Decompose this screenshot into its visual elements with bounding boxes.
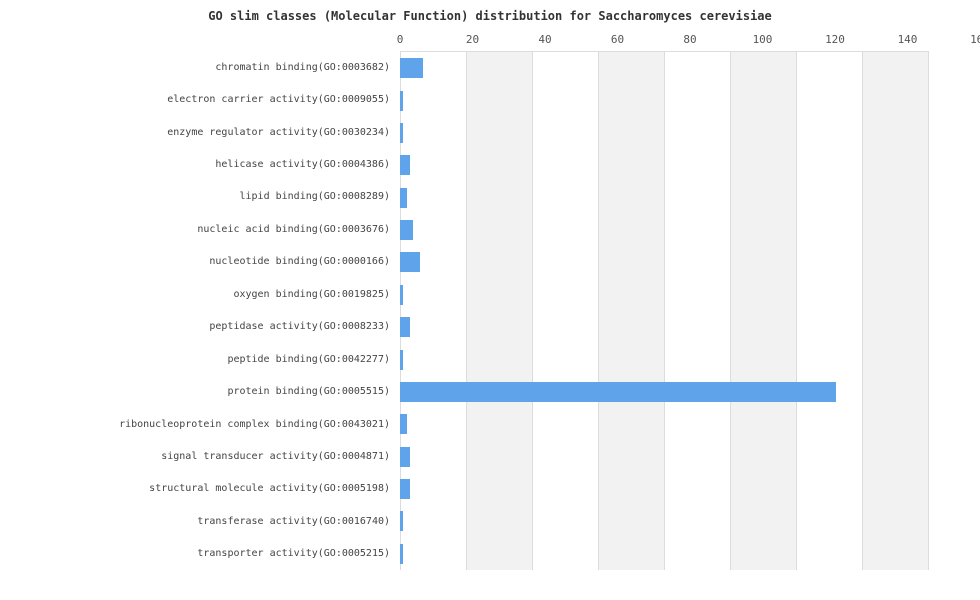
- bar-row: [400, 52, 928, 84]
- category-label: lipid binding(GO:0008289): [239, 191, 390, 203]
- x-tick-label: 160: [970, 33, 980, 46]
- category-label: peptidase activity(GO:0008233): [209, 321, 390, 333]
- bar-row: [400, 538, 928, 570]
- x-tick-label: 60: [610, 33, 625, 46]
- category-label: helicase activity(GO:0004386): [215, 159, 390, 171]
- x-axis-ticks: 0 20 40 60 80 100 120 140 160: [396, 26, 980, 51]
- bar-row: [400, 376, 928, 408]
- bar-row: [400, 441, 928, 473]
- bar: [400, 252, 420, 273]
- bar: [400, 479, 410, 500]
- chart-body: chromatin binding(GO:0003682) electron ca…: [0, 26, 980, 570]
- bar: [400, 220, 414, 241]
- bar-row: [400, 182, 928, 214]
- category-label: transporter activity(GO:0005215): [197, 548, 390, 560]
- bar: [400, 349, 404, 370]
- bar-row: [400, 311, 928, 343]
- bar-row: [400, 505, 928, 537]
- bar: [400, 414, 407, 435]
- category-label: nucleotide binding(GO:0000166): [209, 256, 390, 268]
- x-tick-label: 100: [752, 33, 773, 46]
- category-label: protein binding(GO:0005515): [227, 386, 390, 398]
- bar: [400, 58, 424, 79]
- x-tick-label: 120: [825, 33, 845, 46]
- category-label: ribonucleoprotein complex binding(GO:004…: [119, 418, 390, 430]
- bar: [400, 543, 404, 564]
- category-label: structural molecule activity(GO:0005198): [149, 483, 390, 495]
- bar: [400, 155, 410, 176]
- bar-row: [400, 473, 928, 505]
- bar-row: [400, 149, 928, 181]
- category-labels-column: chromatin binding(GO:0003682) electron ca…: [0, 26, 400, 570]
- chart-title: GO slim classes (Molecular Function) dis…: [208, 9, 772, 23]
- plot-column: 0 20 40 60 80 100 120 140 160: [396, 26, 980, 570]
- bar: [400, 90, 404, 111]
- bar-row: [400, 84, 928, 116]
- x-tick-label: 40: [538, 33, 552, 46]
- category-label: nucleic acid binding(GO:0003676): [197, 223, 390, 235]
- x-tick-label: 0: [396, 33, 404, 46]
- category-label: enzyme regulator activity(GO:0030234): [167, 126, 390, 138]
- category-label: peptide binding(GO:0042277): [227, 353, 390, 365]
- bar-row: [400, 246, 928, 278]
- bar-row: [400, 343, 928, 375]
- category-label: transferase activity(GO:0016740): [197, 515, 390, 527]
- bar-row: [400, 408, 928, 440]
- category-label: oxygen binding(GO:0019825): [233, 288, 390, 300]
- plot-area: [400, 51, 929, 570]
- bar: [400, 381, 836, 402]
- x-tick-label: 140: [897, 33, 918, 46]
- bar: [400, 122, 404, 143]
- bar: [400, 187, 407, 208]
- category-label: signal transducer activity(GO:0004871): [161, 450, 390, 462]
- bar: [400, 284, 404, 305]
- x-tick-label: 20: [465, 33, 480, 46]
- bar: [400, 446, 410, 467]
- bar-row: [400, 117, 928, 149]
- bar-row: [400, 214, 928, 246]
- x-tick-label: 80: [683, 33, 697, 46]
- bar: [400, 317, 410, 338]
- bar-row: [400, 279, 928, 311]
- category-label: electron carrier activity(GO:0009055): [167, 94, 390, 106]
- bar: [400, 511, 404, 532]
- category-label: chromatin binding(GO:0003682): [215, 61, 390, 73]
